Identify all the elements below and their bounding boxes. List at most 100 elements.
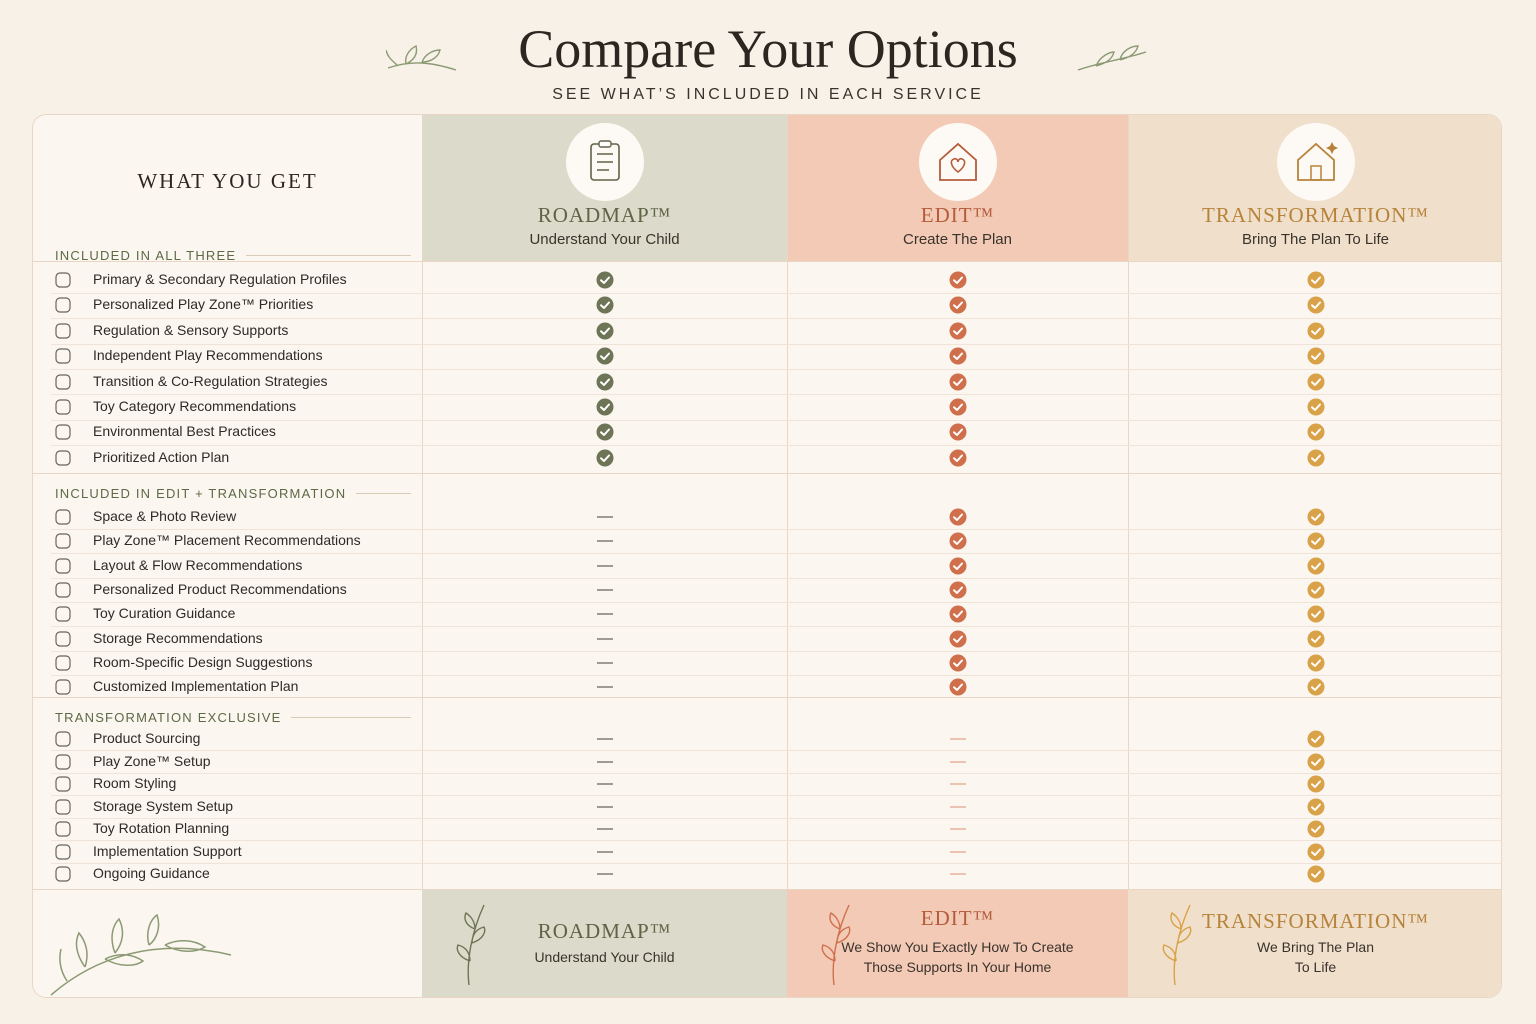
check-mark [1307,271,1324,289]
footer-leaf [50,913,232,996]
row-icon [55,373,71,390]
dash-mark [596,783,613,785]
row-separator [51,626,1501,628]
check-mark [1307,775,1324,793]
row-separator [51,602,1501,604]
row-label: Play Zone™ Placement Recommendations [93,532,361,549]
row-icon [55,297,71,313]
dash-mark [596,540,613,542]
dash-mark [596,873,613,875]
check-mark [596,449,613,467]
row-separator [51,674,1501,676]
check-mark [1307,423,1324,441]
row-separator [51,394,1501,396]
check-mark [949,557,966,575]
dash-mark [596,686,613,688]
check-mark [1307,654,1324,672]
check-mark [949,271,966,289]
row-icon [55,582,71,598]
footer-leaf [821,904,851,986]
dash-mark [596,662,613,664]
row-icon [55,450,71,466]
row-label: Play Zone™ Setup [93,752,211,769]
column-icon [565,123,644,201]
row-separator [51,318,1501,320]
check-mark [596,347,613,365]
row-label: Room-Specific Design Suggestions [93,653,313,670]
row-separator [51,529,1501,531]
row-icon [55,348,71,364]
check-mark [949,654,966,672]
footer-tagline: We Bring The Plan To Life [1257,939,1374,975]
row-label: Personalized Product Recommendations [93,580,347,597]
row-separator [51,650,1501,652]
row-icon [55,679,71,695]
dash-mark [596,589,613,591]
dash-mark [596,760,613,763]
row-label: Storage System Setup [93,797,234,814]
row-icon [55,399,71,415]
row-icon [55,753,71,770]
row-label: Toy Rotation Planning [93,820,230,836]
dash-mark [596,738,613,740]
row-icon [55,424,71,440]
row-label: Independent Play Recommendations [93,347,323,364]
section-rule [356,492,411,494]
check-mark [1307,449,1324,467]
footer-tagline: We Show You Exactly How To Create Those … [841,939,1074,975]
check-mark [596,373,613,391]
corner-label: WHAT YOU GET [137,169,318,193]
section-heading: INCLUDED IN EDIT + TRANSFORMATION [55,485,411,501]
section-heading: INCLUDED IN ALL THREE [55,247,411,263]
row-label: Environmental Best Practices [93,423,276,440]
leaf-decoration [1077,45,1147,71]
row-icon [55,866,71,882]
leaf-decoration [386,44,457,71]
row-separator [51,577,1501,579]
row-icon [55,821,71,837]
check-mark [1307,630,1324,647]
check-mark [949,605,966,623]
check-mark [1307,373,1324,391]
check-mark [1307,605,1324,623]
footer-name: TRANSFORMATION™ [1202,909,1429,933]
check-mark [949,322,966,340]
row-label: Toy Category Recommendations [93,398,297,414]
footer-cell [787,889,1128,997]
dash-mark [949,828,966,830]
check-mark [1307,532,1324,550]
row-separator [51,445,1501,447]
row-label: Ongoing Guidance [93,865,210,881]
column-icon [1276,123,1355,201]
check-mark [1307,398,1324,416]
row-separator [51,840,1501,842]
footer-cell [1128,889,1501,997]
check-mark [596,398,613,416]
check-mark [1307,557,1324,575]
column-divider [422,115,423,997]
footer-leaf [1162,904,1192,986]
check-mark [1307,798,1324,815]
row-icon [55,776,71,792]
column-tagline: Understand Your Child [529,231,680,248]
row-icon [55,323,71,339]
section-title: TRANSFORMATION EXCLUSIVE [55,709,282,725]
row-separator [51,343,1501,345]
section-divider [33,473,1501,474]
check-mark [1307,865,1324,883]
row-icon [55,843,71,860]
subtitle: SEE WHAT’S INCLUDED IN EACH SERVICE [552,86,984,103]
check-mark [949,630,966,647]
section-title: INCLUDED IN EDIT + TRANSFORMATION [55,485,347,501]
column-name: ROADMAP™ [537,203,672,227]
dash-mark [596,564,613,567]
header-rule [33,261,1501,262]
row-separator [51,292,1501,294]
dash-mark [949,850,966,853]
check-mark [949,398,966,416]
dash-mark [596,516,613,518]
footer-name: ROADMAP™ [537,919,672,943]
check-mark [949,449,966,467]
check-mark [949,347,966,365]
